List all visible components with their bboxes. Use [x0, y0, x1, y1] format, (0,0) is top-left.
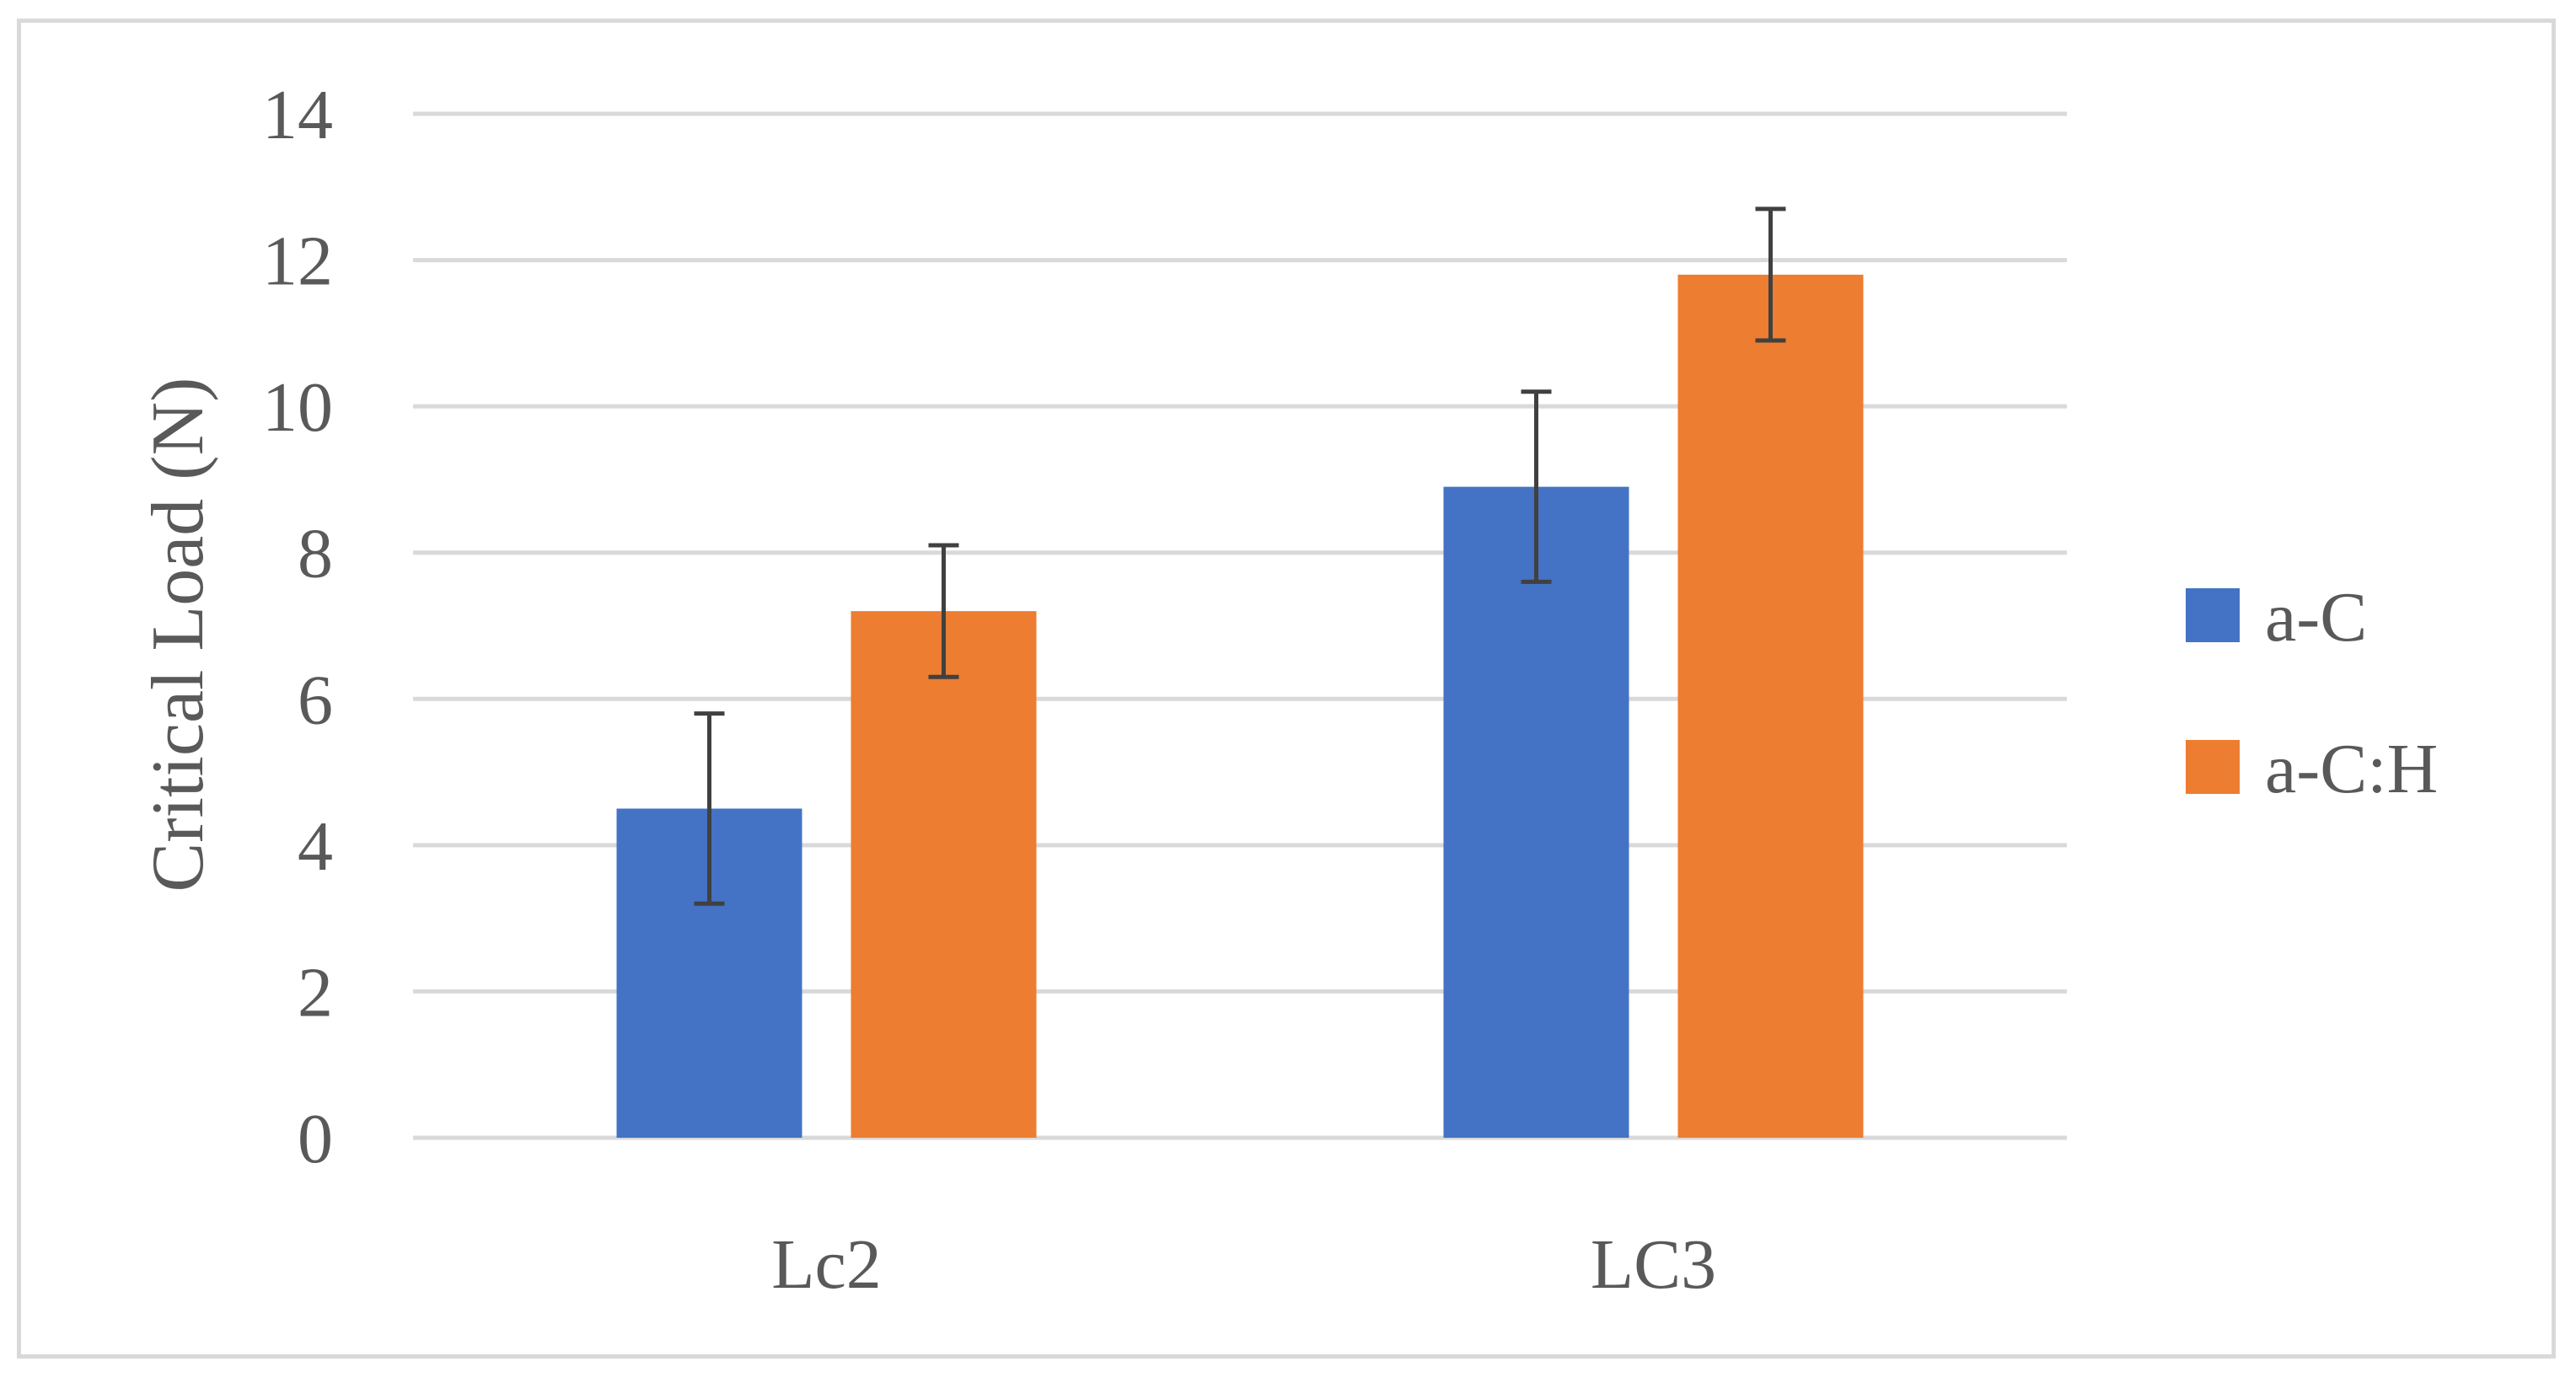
legend-swatch: [2186, 588, 2240, 642]
y-axis-ticks: 0 2 4 6 8 10 12 14: [262, 76, 333, 1178]
y-tick-label: 2: [298, 953, 333, 1032]
bars: [616, 274, 1864, 1138]
y-tick-label: 10: [262, 368, 333, 447]
y-tick-label: 0: [298, 1100, 333, 1178]
legend-swatch: [2186, 740, 2240, 794]
y-tick-label: 8: [298, 515, 333, 593]
legend-label: a-C: [2265, 578, 2367, 657]
y-axis-title: Critical Load (N): [137, 378, 219, 893]
y-tick-label: 4: [298, 807, 333, 886]
legend-label: a-C:H: [2265, 730, 2438, 808]
y-tick-label: 12: [262, 222, 333, 301]
legend: a-C a-C:H: [2186, 578, 2438, 808]
bar-a-c-h-lc2: [851, 611, 1037, 1138]
x-tick-label: Lc2: [771, 1225, 882, 1304]
y-tick-label: 14: [262, 76, 333, 154]
y-tick-label: 6: [298, 661, 333, 739]
chart-frame: [17, 19, 2556, 1359]
x-tick-label: LC3: [1591, 1225, 1716, 1304]
error-bars: [694, 206, 1786, 906]
bar-a-c-h-lc3: [1677, 274, 1864, 1138]
x-axis-ticks: Lc2 LC3: [771, 1225, 1716, 1304]
bar-a-c-lc3: [1443, 486, 1629, 1138]
